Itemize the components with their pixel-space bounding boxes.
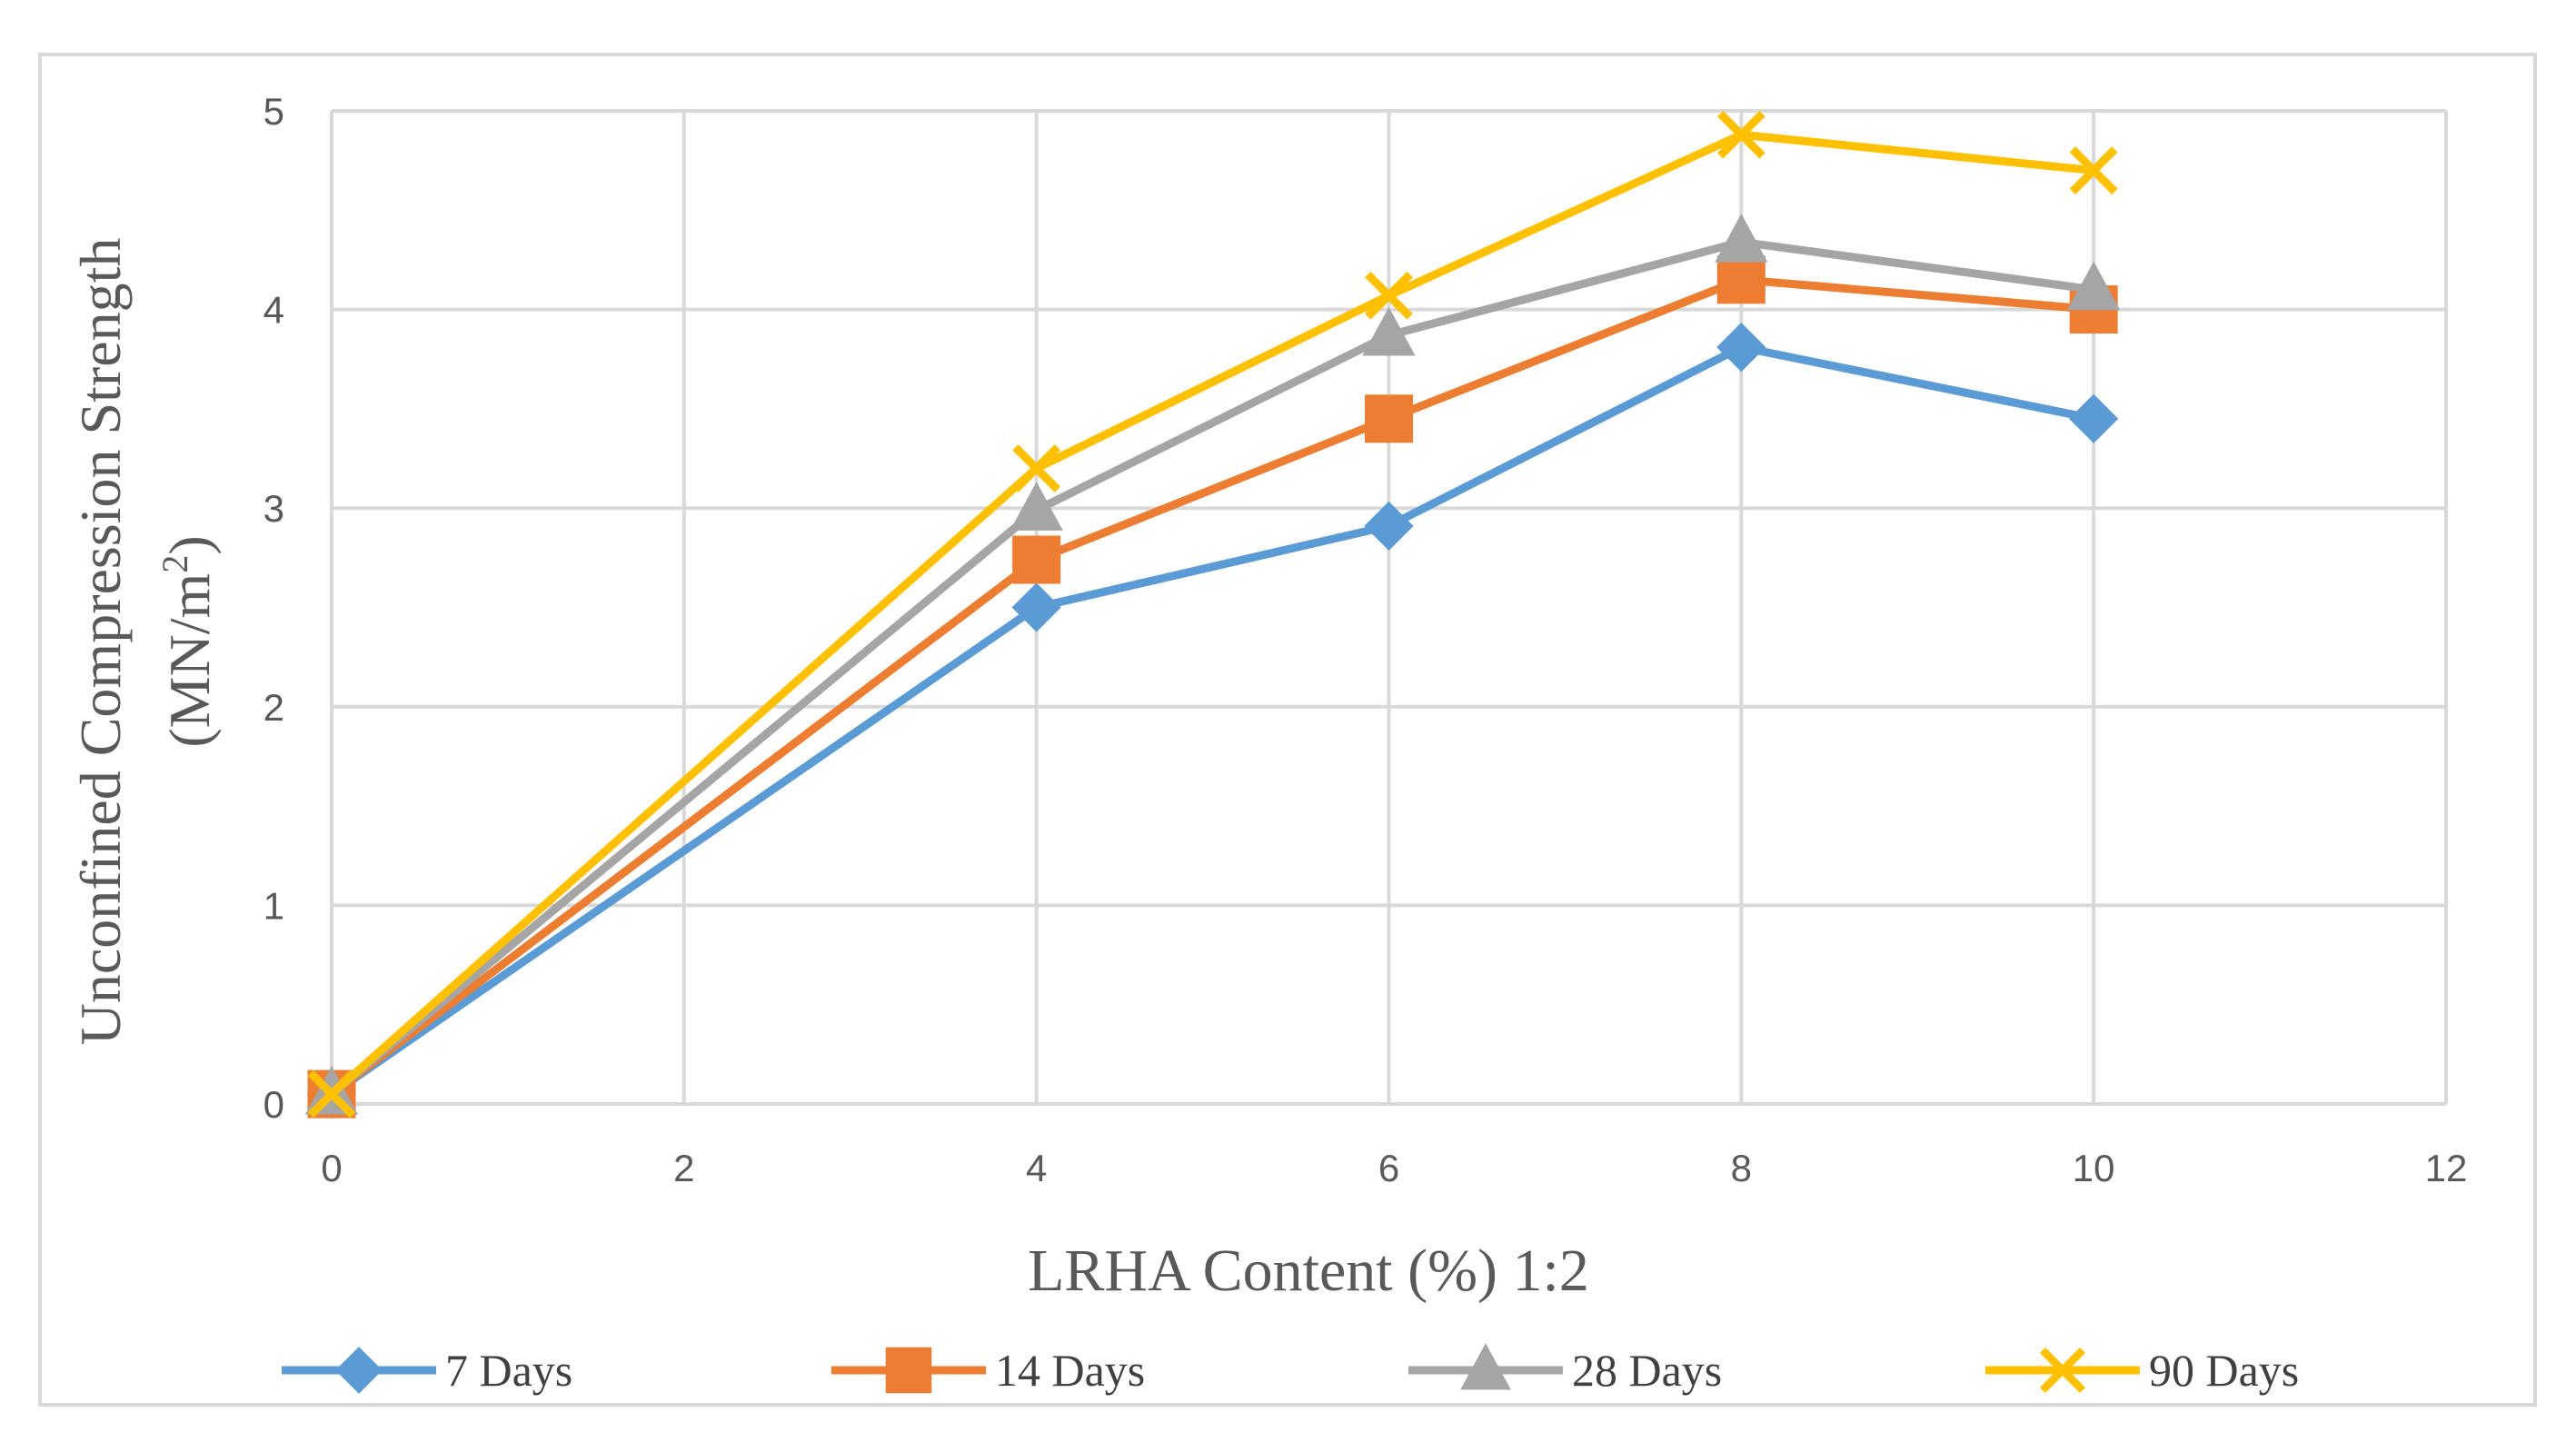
data-point-square [1012,535,1061,584]
series-7-days [306,323,2119,1119]
data-point-x [307,1069,356,1119]
y-axis-unit: (MN/m [157,573,222,748]
legend-label: 90 Days [2149,1345,2299,1396]
data-point-diamond [1011,582,1061,632]
y-tick-label-1: 1 [264,884,284,927]
data-point-square [1716,255,1765,304]
x-tick-label-4: 4 [1026,1147,1047,1189]
legend-item-90-days: 90 Days [1985,1345,2299,1396]
x-tick-label-12: 12 [2425,1147,2468,1189]
x-axis-title: LRHA Content (%) 1:2 [1028,1238,1589,1304]
legend-item-14-days: 14 Days [831,1345,1145,1396]
series-group [304,110,2121,1119]
series-line [329,343,2095,1098]
x-tick-label-10: 10 [2073,1147,2115,1189]
data-point-triangle [1010,482,1063,531]
y-axis-title-line2: (MN/m2) [154,535,222,747]
y-tick-label-5: 5 [264,90,284,133]
data-point-diamond [2069,393,2119,443]
y-axis-title-line1: Unconfined Compression Strength [68,238,133,1046]
grid [330,109,2448,1106]
legend-label: 28 Days [1572,1345,1722,1396]
legend-marker-square [885,1347,932,1394]
data-point-triangle [2067,261,2121,311]
series-28-days [304,214,2121,1115]
y-axis-unit-exponent: 2 [154,555,195,573]
x-axis-ticks: 0 2 4 6 8 10 12 [321,1147,2467,1189]
data-point-x [1365,271,1413,320]
data-point-square [1365,394,1413,443]
series-line [329,130,2094,1098]
x-tick-label-0: 0 [321,1147,342,1189]
y-axis-ticks: 0 1 2 3 4 5 [264,90,284,1126]
data-point-x [1012,444,1061,492]
y-tick-label-0: 0 [264,1083,284,1126]
y-tick-label-4: 4 [264,289,284,332]
data-point-x [2069,146,2118,194]
x-tick-label-6: 6 [1378,1147,1399,1189]
data-point-diamond [1364,501,1414,551]
y-axis-unit-close: ) [157,535,222,554]
y-axis-title: Unconfined Compression Strength (MN/m2) [68,238,222,1046]
data-point-x [1716,110,1765,159]
y-tick-label-3: 3 [264,487,284,530]
legend-item-28-days: 28 Days [1408,1343,1722,1396]
chart-frame [38,53,2537,1407]
x-tick-label-2: 2 [673,1147,694,1189]
legend-label: 7 Days [445,1345,572,1396]
series-line [329,237,2094,1098]
legend-marker-diamond [335,1347,383,1394]
legend-marker-triangle [1460,1343,1511,1390]
series-line [329,275,2094,1098]
legend-marker-x [2039,1347,2086,1394]
legend-item-7-days: 7 Days [282,1345,572,1396]
series-90-days [307,110,2118,1119]
data-point-triangle [1362,306,1416,356]
x-tick-label-8: 8 [1731,1147,1752,1189]
data-point-diamond [1716,323,1766,373]
data-point-triangle [1715,214,1768,263]
legend: 7 Days 14 Days 28 Days 90 Days [282,1343,2299,1396]
y-tick-label-2: 2 [264,686,284,729]
legend-label: 14 Days [995,1345,1145,1396]
